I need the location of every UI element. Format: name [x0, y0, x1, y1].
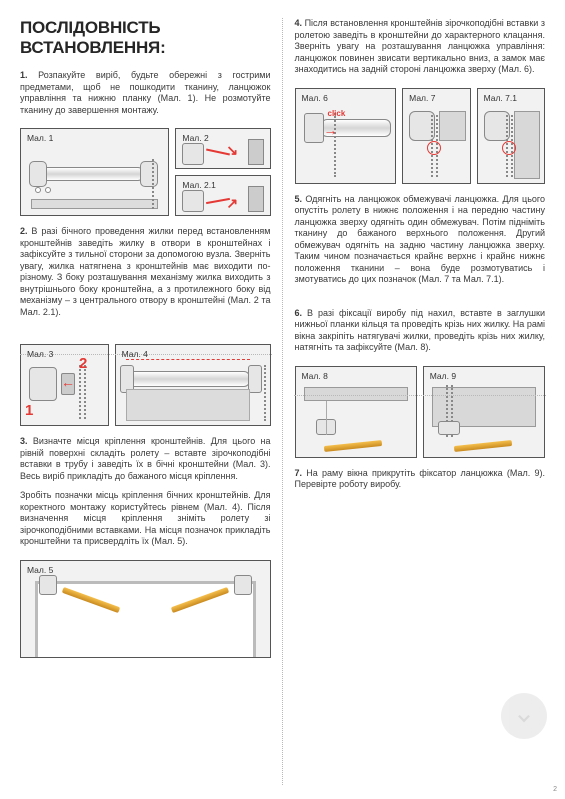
- step-7-text: 7. На раму вікна прикрутіть фіксатор лан…: [295, 468, 546, 491]
- figure-9-label: Мал. 9: [430, 371, 456, 381]
- figure-2-1: Мал. 2.1 ↗: [175, 175, 270, 216]
- page-number: 2: [553, 786, 557, 793]
- figure-2: Мал. 2 ↘: [175, 128, 270, 169]
- figure-4: Мал. 4: [115, 344, 271, 426]
- column-divider: [282, 18, 283, 785]
- figure-2-1-label: Мал. 2.1: [182, 180, 215, 190]
- figure-6-label: Мал. 6: [302, 93, 328, 103]
- figure-1: Мал. 1: [20, 128, 169, 216]
- step-4-text: 4. Після встановлення кронштейнів зірочк…: [295, 18, 546, 76]
- figure-9: Мал. 9: [423, 366, 545, 458]
- figure-3-label: Мал. 3: [27, 349, 53, 359]
- figure-1-label: Мал. 1: [27, 133, 53, 143]
- watermark-icon: [501, 693, 547, 739]
- page-title: Послідовність встановлення:: [20, 18, 271, 58]
- figure-7-1-label: Мал. 7.1: [484, 93, 517, 103]
- step-1-text: 1. Розпакуйте виріб, будьте обережні з г…: [20, 70, 271, 116]
- figure-8: Мал. 8: [295, 366, 417, 458]
- figure-5: Мал. 5: [20, 560, 271, 658]
- figure-7: Мал. 7: [402, 88, 470, 184]
- figure-7-1: Мал. 7.1: [477, 88, 545, 184]
- step-3b-text: Зробіть позначки місць кріплення бічних …: [20, 490, 271, 548]
- section-divider-right: [294, 395, 546, 396]
- figure-2-label: Мал. 2: [182, 133, 208, 143]
- figure-4-label: Мал. 4: [122, 349, 148, 359]
- figure-7-label: Мал. 7: [409, 93, 435, 103]
- step-5-text: 5. Одягніть на ланцюжок обмежувачі ланцю…: [295, 194, 546, 286]
- click-label: click: [328, 109, 346, 118]
- step-3-text: 3. Визначте місця кріплення кронштейнів.…: [20, 436, 271, 482]
- step-2-text: 2. В разі бічного проведення жилки перед…: [20, 226, 271, 318]
- figure-3: Мал. 3 ← 2 1: [20, 344, 109, 426]
- step-6-text: 6. В разі фіксації виробу під нахил, вст…: [295, 308, 546, 354]
- figure-5-label: Мал. 5: [27, 565, 53, 575]
- figure-8-label: Мал. 8: [302, 371, 328, 381]
- figure-6: Мал. 6 → click: [295, 88, 397, 184]
